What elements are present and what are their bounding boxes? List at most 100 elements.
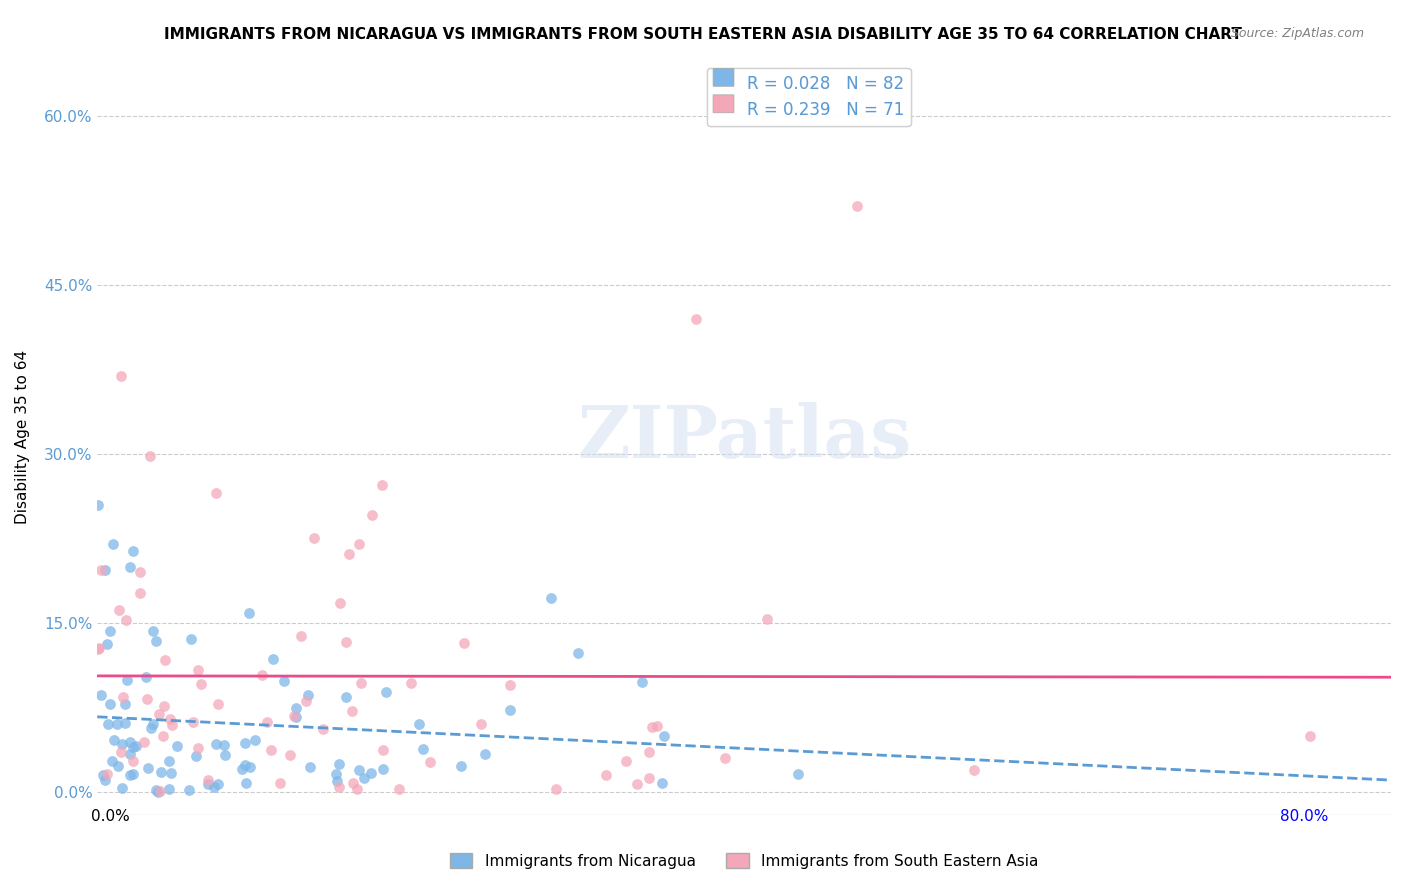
Point xyxy=(157,782,180,797)
Point xyxy=(685,311,707,326)
Point xyxy=(360,766,382,780)
Point xyxy=(238,606,260,620)
Point xyxy=(325,766,347,780)
Point xyxy=(110,745,132,759)
Point xyxy=(121,544,143,558)
Point xyxy=(145,634,167,648)
Point xyxy=(107,603,129,617)
Point xyxy=(118,747,141,762)
Point xyxy=(846,199,869,213)
Point xyxy=(136,691,159,706)
Point xyxy=(231,762,253,776)
Point xyxy=(342,776,364,790)
Point xyxy=(205,737,228,751)
Point xyxy=(110,737,132,751)
Point xyxy=(474,747,496,762)
Point xyxy=(153,652,176,666)
Point xyxy=(128,586,150,600)
Point xyxy=(90,563,112,577)
Point xyxy=(498,703,520,717)
Point xyxy=(122,739,145,754)
Point xyxy=(652,729,675,743)
Point xyxy=(160,718,183,732)
Point xyxy=(638,745,661,759)
Point xyxy=(87,498,110,512)
Point xyxy=(103,732,125,747)
Y-axis label: Disability Age 35 to 64: Disability Age 35 to 64 xyxy=(15,350,30,524)
Point xyxy=(250,668,273,682)
Point xyxy=(626,777,648,791)
Point xyxy=(299,760,322,774)
Point xyxy=(325,774,347,789)
Point xyxy=(1299,729,1322,743)
Point xyxy=(962,763,984,777)
Point xyxy=(470,716,492,731)
Point xyxy=(212,738,235,752)
Point xyxy=(148,783,170,797)
Point xyxy=(283,709,305,723)
Point xyxy=(295,693,318,707)
Point xyxy=(371,742,394,756)
Point xyxy=(153,698,176,713)
Point xyxy=(498,678,520,692)
Text: 0.0%: 0.0% xyxy=(91,809,131,823)
Point xyxy=(152,729,174,743)
Point xyxy=(115,613,138,627)
Point xyxy=(453,635,475,649)
Point xyxy=(197,777,219,791)
Point xyxy=(97,717,120,731)
Point xyxy=(184,749,207,764)
Point xyxy=(129,565,152,579)
Point xyxy=(142,716,165,731)
Point xyxy=(284,709,307,723)
Point xyxy=(148,707,170,722)
Point xyxy=(346,781,368,796)
Point xyxy=(142,624,165,638)
Point xyxy=(278,747,301,762)
Point xyxy=(98,697,121,711)
Point xyxy=(146,784,169,798)
Point xyxy=(202,780,225,794)
Point xyxy=(139,722,162,736)
Point xyxy=(91,767,114,781)
Point xyxy=(243,733,266,747)
Point xyxy=(96,638,118,652)
Point xyxy=(235,776,257,790)
Point xyxy=(114,716,136,731)
Point xyxy=(401,675,423,690)
Point xyxy=(105,717,128,731)
Point xyxy=(337,548,360,562)
Point xyxy=(110,369,132,384)
Point xyxy=(145,783,167,797)
Point xyxy=(101,755,124,769)
Point xyxy=(111,781,134,796)
Point xyxy=(641,721,664,735)
Point xyxy=(214,748,236,763)
Point xyxy=(347,537,370,551)
Point xyxy=(260,743,283,757)
Point xyxy=(371,478,394,492)
Point xyxy=(112,690,135,705)
Point xyxy=(546,782,568,797)
Point xyxy=(118,559,141,574)
Point xyxy=(540,591,562,606)
Point xyxy=(90,689,112,703)
Point xyxy=(273,673,295,688)
Point xyxy=(239,759,262,773)
Point xyxy=(187,741,209,756)
Point xyxy=(139,450,162,464)
Point xyxy=(349,763,371,777)
Point xyxy=(94,773,117,788)
Point xyxy=(135,670,157,684)
Point xyxy=(207,777,229,791)
Point xyxy=(118,735,141,749)
Point xyxy=(371,763,394,777)
Point xyxy=(328,780,350,795)
Point xyxy=(180,632,202,646)
Point xyxy=(335,635,357,649)
Point xyxy=(233,758,256,772)
Point xyxy=(408,717,430,731)
Point xyxy=(166,739,188,753)
Point xyxy=(177,782,200,797)
Point xyxy=(132,734,155,748)
